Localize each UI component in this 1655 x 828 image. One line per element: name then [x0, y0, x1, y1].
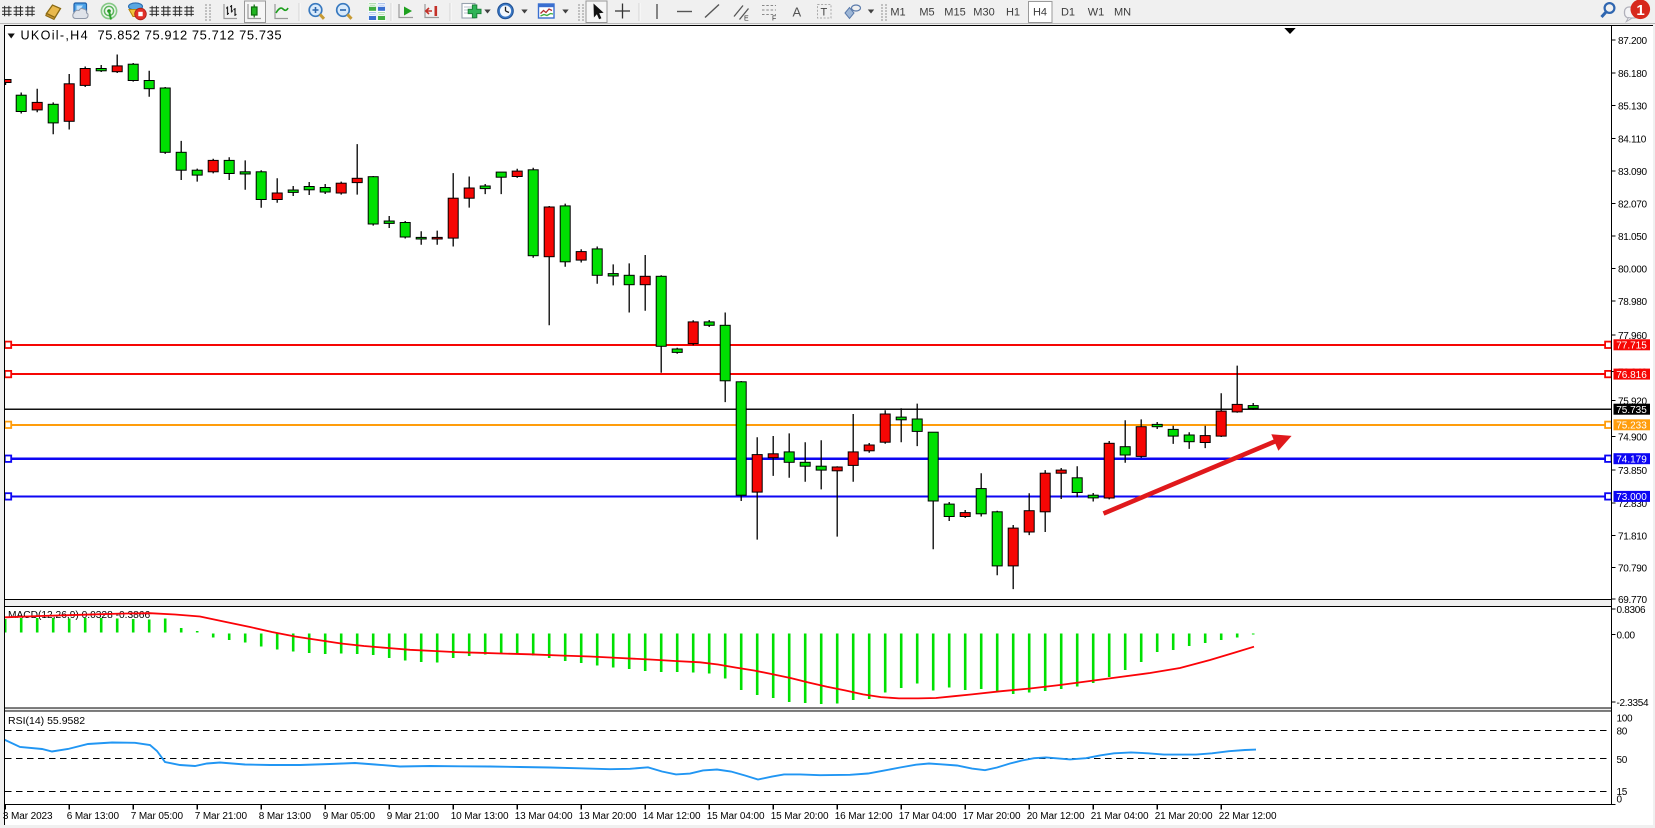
svg-text:14 Mar 12:00: 14 Mar 12:00	[643, 811, 701, 822]
svg-text:W1: W1	[1088, 7, 1105, 19]
svg-text:21 Mar 20:00: 21 Mar 20:00	[1155, 811, 1213, 822]
svg-text:50: 50	[1617, 755, 1628, 766]
svg-text:72.830: 72.830	[1618, 499, 1648, 510]
svg-text:22 Mar 12:00: 22 Mar 12:00	[1219, 811, 1277, 822]
svg-text:13 Mar 04:00: 13 Mar 04:00	[515, 811, 573, 822]
svg-text:9 Mar 05:00: 9 Mar 05:00	[323, 811, 376, 822]
svg-text:15: 15	[1617, 787, 1628, 798]
svg-text:M5: M5	[919, 7, 934, 19]
svg-text:75.233: 75.233	[1616, 421, 1647, 432]
svg-text:3 Mar 2023: 3 Mar 2023	[3, 811, 53, 822]
svg-text:6 Mar 13:00: 6 Mar 13:00	[67, 811, 120, 822]
svg-text:9 Mar 21:00: 9 Mar 21:00	[387, 811, 440, 822]
svg-text:H4: H4	[1033, 7, 1047, 19]
svg-text:7 Mar 05:00: 7 Mar 05:00	[131, 811, 184, 822]
svg-text:75.920: 75.920	[1618, 397, 1648, 408]
svg-text:80.000: 80.000	[1618, 265, 1648, 276]
svg-text:7 Mar 21:00: 7 Mar 21:00	[195, 811, 248, 822]
svg-text:74.900: 74.900	[1618, 432, 1648, 443]
svg-text:M1: M1	[890, 7, 905, 19]
svg-text:0.8306: 0.8306	[1617, 605, 1647, 616]
svg-text:UKOil-,H4: UKOil-,H4	[21, 29, 89, 43]
svg-text:RSI(14) 55.9582: RSI(14) 55.9582	[8, 715, 85, 727]
svg-text:73.850: 73.850	[1618, 466, 1648, 477]
svg-text:MN: MN	[1114, 7, 1131, 19]
svg-text:A: A	[793, 5, 802, 20]
svg-text:F: F	[772, 16, 776, 23]
svg-text:20 Mar 12:00: 20 Mar 12:00	[1027, 811, 1085, 822]
svg-text:75.735: 75.735	[1616, 405, 1647, 416]
svg-text:69.770: 69.770	[1618, 595, 1648, 606]
svg-text:1: 1	[1636, 2, 1644, 19]
svg-text:70.790: 70.790	[1618, 563, 1648, 574]
svg-text:83.090: 83.090	[1618, 167, 1648, 178]
svg-text:73.000: 73.000	[1616, 492, 1647, 503]
svg-text:100: 100	[1617, 714, 1634, 725]
svg-text:H1: H1	[1006, 7, 1020, 19]
svg-text:10 Mar 13:00: 10 Mar 13:00	[451, 811, 509, 822]
svg-text:87.200: 87.200	[1618, 36, 1648, 47]
svg-text:84.110: 84.110	[1618, 135, 1647, 146]
svg-text:77.960: 77.960	[1618, 331, 1648, 342]
svg-text:0: 0	[1617, 795, 1623, 806]
svg-text:74.179: 74.179	[1616, 455, 1647, 466]
svg-text:80: 80	[1617, 727, 1628, 738]
svg-text:85.130: 85.130	[1618, 102, 1648, 113]
svg-text:71.810: 71.810	[1618, 532, 1648, 543]
svg-text:0.00: 0.00	[1617, 630, 1636, 641]
svg-text:81.050: 81.050	[1618, 232, 1648, 243]
svg-text:15 Mar 20:00: 15 Mar 20:00	[771, 811, 829, 822]
svg-text:13 Mar 20:00: 13 Mar 20:00	[579, 811, 637, 822]
svg-text:75.852 75.912 75.712 75.735: 75.852 75.912 75.712 75.735	[98, 28, 283, 43]
svg-text:77.715: 77.715	[1616, 341, 1647, 352]
svg-text:-2.3354: -2.3354	[1617, 698, 1650, 709]
svg-text:15 Mar 04:00: 15 Mar 04:00	[707, 811, 765, 822]
svg-text:E: E	[744, 16, 749, 23]
svg-text:86.180: 86.180	[1618, 69, 1648, 80]
svg-text:D1: D1	[1061, 7, 1075, 19]
svg-text:17 Mar 04:00: 17 Mar 04:00	[899, 811, 957, 822]
svg-text:76.816: 76.816	[1616, 370, 1647, 381]
svg-text:17 Mar 20:00: 17 Mar 20:00	[963, 811, 1021, 822]
svg-text:78.980: 78.980	[1618, 297, 1648, 308]
svg-text:M30: M30	[973, 7, 994, 19]
svg-text:8 Mar 13:00: 8 Mar 13:00	[259, 811, 312, 822]
svg-text:21 Mar 04:00: 21 Mar 04:00	[1091, 811, 1149, 822]
svg-text:16 Mar 12:00: 16 Mar 12:00	[835, 811, 893, 822]
svg-text:T: T	[821, 7, 828, 19]
svg-text:82.070: 82.070	[1618, 200, 1648, 211]
svg-text:M15: M15	[944, 7, 965, 19]
